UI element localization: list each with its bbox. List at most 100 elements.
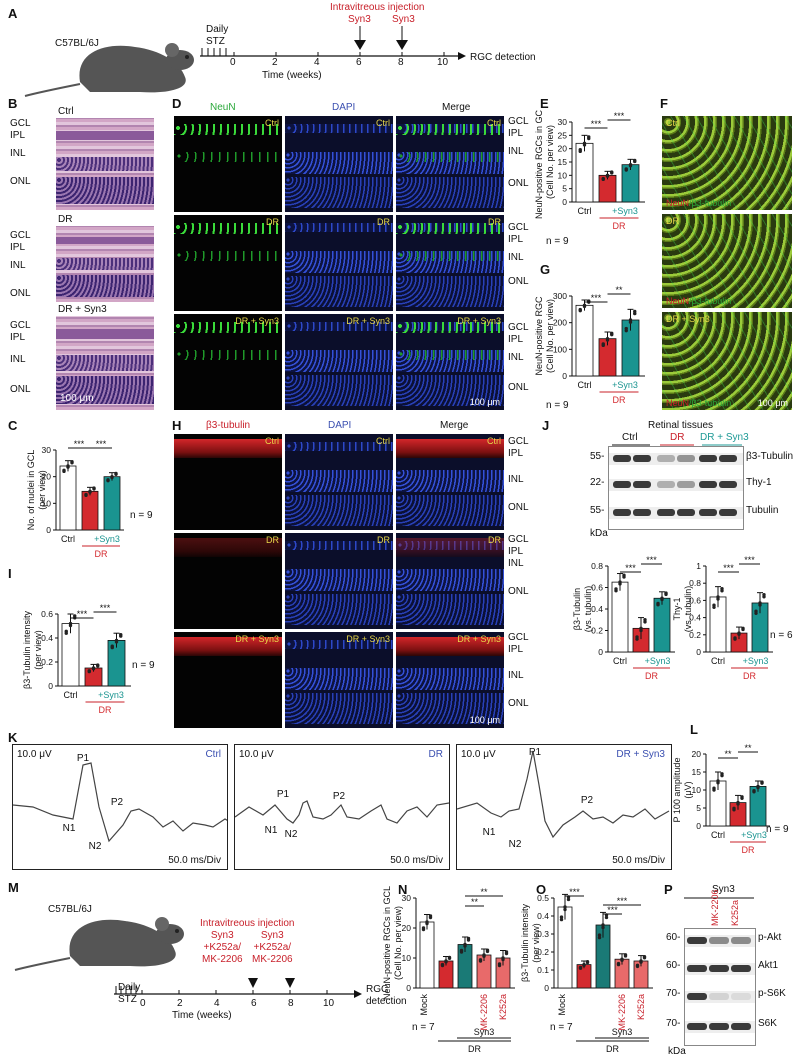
y-axis-label: β3-Tubulin intensity bbox=[22, 611, 32, 689]
image-group-label: DR + Syn3 bbox=[457, 634, 501, 644]
scale-bar-label: 100 μm bbox=[469, 715, 500, 725]
erg-time-label: 50.0 ms/Div bbox=[168, 855, 221, 866]
y-tick-label: 30 bbox=[558, 117, 568, 127]
panel-p-header-line bbox=[684, 897, 754, 899]
data-point bbox=[566, 897, 571, 902]
y-tick-label: 0.6 bbox=[591, 583, 603, 593]
data-point bbox=[736, 800, 740, 805]
panel-a-letter: A bbox=[8, 6, 18, 21]
panel-b-layers-3: GCL IPL INL ONL bbox=[10, 320, 31, 396]
protein-label: p-S6K bbox=[758, 988, 786, 999]
panel-d-col-neun: NeuN bbox=[210, 102, 236, 113]
panel-j-group-ctrl: Ctrl bbox=[622, 432, 638, 443]
protein-label: Akt1 bbox=[758, 960, 779, 971]
data-point bbox=[447, 955, 452, 960]
panel-m-inj1: Syn3 +K252a/ MK-2206 bbox=[202, 930, 243, 965]
stain-label: /β3-tubulin bbox=[689, 198, 732, 208]
data-point bbox=[642, 954, 647, 959]
kda-label: kDa bbox=[668, 1046, 686, 1057]
panel-h-letter: H bbox=[172, 418, 182, 433]
y-axis-label: (Cell No. per view) bbox=[545, 299, 555, 373]
y-tick-label: 10 bbox=[558, 170, 568, 180]
data-point bbox=[610, 331, 614, 336]
data-point bbox=[664, 591, 668, 595]
data-point bbox=[614, 587, 618, 591]
layer-label: GCL bbox=[10, 320, 31, 331]
panel-a-endpoint: RGC detection bbox=[470, 52, 536, 63]
x-label: DR bbox=[606, 1044, 619, 1054]
panel-m-mouse-label: C57BL/6J bbox=[48, 904, 92, 915]
layer-label: ONL bbox=[508, 276, 529, 287]
panel-b-letter: B bbox=[8, 96, 18, 111]
microscopy-image: DR + Syn3 bbox=[174, 632, 282, 728]
y-tick-label: 100 bbox=[553, 344, 567, 354]
y-tick-label: 0.4 bbox=[689, 613, 701, 623]
panel-a-ticks: 0 2 4 6 8 10 bbox=[230, 57, 470, 69]
microscopy-image: Ctrl bbox=[174, 116, 282, 212]
tick: 0 bbox=[230, 57, 236, 68]
data-point bbox=[96, 663, 100, 667]
data-point bbox=[756, 784, 760, 789]
panel-d-letter: D bbox=[172, 96, 182, 111]
layer-label: GCL bbox=[508, 322, 529, 333]
y-tick-label: 5 bbox=[696, 803, 701, 813]
y-tick-label: 20 bbox=[402, 923, 412, 933]
y-tick-label: 0 bbox=[544, 983, 549, 993]
erg-peak-label: N2 bbox=[509, 839, 522, 850]
y-tick-label: 0 bbox=[562, 197, 567, 207]
protein-label: Thy-1 bbox=[746, 477, 772, 488]
panel-b-ctrl: Ctrl bbox=[58, 106, 74, 117]
microscopy-image: Ctrl bbox=[396, 434, 504, 530]
erg-waveform bbox=[12, 762, 236, 843]
data-point bbox=[578, 965, 583, 970]
data-point bbox=[733, 636, 737, 640]
data-point bbox=[716, 595, 720, 599]
data-point bbox=[559, 915, 564, 919]
data-point bbox=[601, 925, 605, 930]
panel-j-blot bbox=[608, 446, 744, 530]
protein-label: p-Akt bbox=[758, 932, 782, 943]
data-point bbox=[425, 920, 429, 924]
panel-a-mouse-label: C57BL/6J bbox=[55, 38, 99, 49]
erg-peak-label: N1 bbox=[265, 825, 278, 836]
x-label: +Syn3 bbox=[612, 206, 638, 216]
layer-label: IPL bbox=[508, 234, 524, 245]
panel-j-n: n = 6 bbox=[770, 630, 793, 641]
data-point bbox=[68, 621, 73, 626]
image-group-label: Ctrl bbox=[376, 118, 390, 128]
flatmount-dr: DR NeuN/β3-tubulin bbox=[662, 214, 792, 308]
data-point bbox=[485, 948, 490, 952]
data-point bbox=[497, 962, 502, 966]
panel-c-letter: C bbox=[8, 418, 18, 433]
microscopy-image: Ctrl bbox=[285, 116, 393, 212]
layer-label: IPL bbox=[508, 644, 524, 655]
bar bbox=[575, 304, 594, 377]
panel-i-n: n = 9 bbox=[132, 660, 155, 671]
tick: 10 bbox=[437, 57, 449, 68]
sig-label: *** bbox=[591, 119, 602, 129]
panel-i-letter: I bbox=[8, 566, 12, 581]
image-group-label: DR bbox=[266, 535, 279, 545]
sig-label: *** bbox=[723, 563, 734, 573]
data-point bbox=[73, 614, 77, 618]
data-point bbox=[563, 907, 567, 912]
sig-label: ** bbox=[471, 897, 479, 907]
data-point bbox=[62, 468, 66, 472]
flatmount-label: DR + Syn3 bbox=[666, 314, 710, 324]
mw-label: 60- bbox=[666, 960, 681, 971]
y-tick-label: 20 bbox=[42, 472, 52, 482]
data-point bbox=[712, 603, 716, 607]
data-point bbox=[582, 962, 586, 967]
x-label: Mock bbox=[419, 994, 429, 1016]
layer-label: GCL bbox=[508, 222, 529, 233]
sig-label: *** bbox=[617, 896, 628, 906]
layer-label: INL bbox=[10, 148, 26, 159]
data-point bbox=[504, 950, 509, 954]
panel-m-endpoint: RGC detection bbox=[366, 984, 407, 1007]
microscopy-image: DR bbox=[285, 533, 393, 629]
kda-label: kDa bbox=[590, 528, 608, 539]
panel-o-letter: O bbox=[536, 882, 547, 897]
image-group-label: Ctrl bbox=[265, 118, 279, 128]
panel-l-letter: L bbox=[690, 722, 698, 737]
bar bbox=[59, 465, 77, 531]
